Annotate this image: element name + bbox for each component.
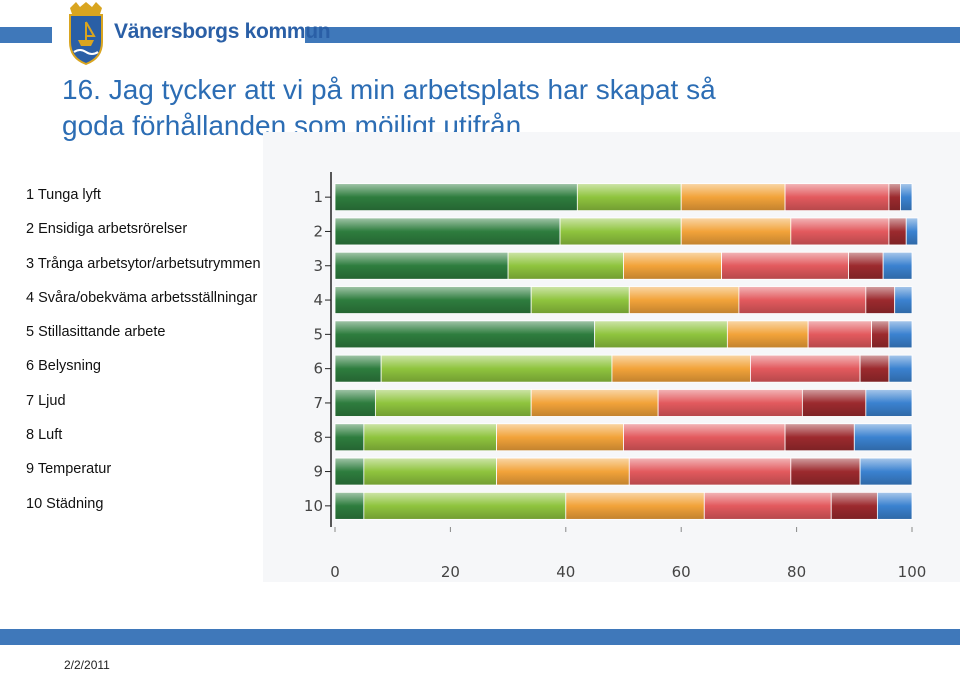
bar-segment-8-6 [853, 423, 913, 452]
bar-segment-9-5 [790, 457, 861, 486]
bar-segment-10-2 [363, 491, 567, 520]
bar-segment-1-3 [680, 183, 786, 212]
bar-segment-10-3 [565, 491, 705, 520]
bar-segment-3-2 [507, 251, 624, 280]
x-tick-label: 20 [441, 563, 460, 581]
legend-item: 10 Städning [26, 495, 104, 512]
y-tick-label: 3 [313, 257, 323, 275]
bar-segment-5-5 [871, 320, 890, 349]
bar-segment-2-4 [790, 217, 890, 246]
legend-item: 1 Tunga lyft [26, 187, 101, 203]
legend-item: 9 Temperatur [26, 461, 112, 478]
bar-segment-2-5 [888, 217, 907, 246]
x-tick-label: 80 [787, 563, 806, 581]
y-tick-label: 5 [313, 325, 323, 343]
x-tick-label: 60 [672, 563, 691, 581]
y-tick-label: 4 [313, 291, 323, 309]
legend-item: 3 Trånga arbetsytor/arbetsutrymmen [26, 255, 261, 272]
bar-segment-5-1 [334, 320, 596, 349]
bar-segment-8-3 [496, 423, 624, 452]
legend-item: 6 Belysning [26, 358, 101, 375]
y-tick-label: 7 [313, 394, 323, 412]
bar-segment-3-6 [882, 251, 913, 280]
legend-item: 8 Luft [26, 427, 63, 444]
bar-segment-6-5 [859, 354, 890, 383]
bar-segment-3-1 [334, 251, 509, 280]
legend-item: 5 Stillasittande arbete [26, 324, 166, 341]
bar-segment-2-3 [680, 217, 792, 246]
organization-name: Vänersborgs kommun [114, 20, 331, 43]
bar-segment-10-4 [703, 491, 832, 520]
bar-segment-3-3 [623, 251, 722, 280]
bar-segment-5-4 [807, 320, 873, 349]
bar-segment-4-1 [334, 286, 532, 314]
bar-segment-7-4 [657, 389, 803, 417]
header-strip-right [305, 27, 960, 43]
bar-segment-2-2 [559, 217, 682, 246]
bar-segment-4-2 [530, 286, 630, 314]
y-tick-label: 2 [313, 222, 323, 240]
bar-segment-1-2 [576, 183, 682, 212]
footer-strip [0, 629, 960, 645]
y-tick-label: 8 [313, 428, 323, 446]
bar-segment-4-3 [628, 286, 740, 314]
bar-segment-9-2 [363, 457, 497, 486]
category-legend-list: 1 Tunga lyft 2 Ensidiga arbetsrörelser 3… [26, 185, 261, 528]
bar-segment-6-1 [334, 354, 382, 383]
bar-segment-1-5 [888, 183, 901, 212]
bar-segment-5-6 [888, 320, 913, 349]
bar-segment-10-1 [334, 491, 365, 520]
bar-segment-8-2 [363, 423, 497, 452]
y-tick-label: 6 [313, 360, 323, 378]
bar-segment-7-6 [865, 389, 913, 417]
header-strip-left [0, 27, 52, 43]
bar-segment-7-1 [334, 389, 376, 417]
bar-segment-8-5 [784, 423, 855, 452]
y-tick-label: 1 [313, 188, 323, 206]
y-tick-label: 9 [313, 463, 323, 481]
bar-segment-1-1 [334, 183, 578, 212]
bar-segment-7-5 [801, 389, 867, 417]
x-tick-label: 0 [330, 563, 340, 581]
bar-segment-5-2 [594, 320, 728, 349]
y-tick-label: 10 [304, 497, 323, 515]
bar-segment-3-5 [848, 251, 884, 280]
bar-segment-4-6 [894, 286, 913, 314]
bar-segment-8-4 [623, 423, 786, 452]
municipal-coat-of-arms-icon [69, 2, 103, 66]
bar-segment-9-6 [859, 457, 913, 486]
bar-segment-9-3 [496, 457, 630, 486]
bar-segment-9-4 [628, 457, 792, 486]
slide-title: 16. Jag tycker att vi på min arbetsplats… [62, 72, 922, 144]
x-tick-label: 40 [556, 563, 575, 581]
bar-segment-9-1 [334, 457, 365, 486]
bar-segment-1-6 [900, 183, 913, 212]
bar-segment-4-4 [738, 286, 867, 314]
bar-segment-2-6 [905, 217, 919, 246]
bar-segment-5-3 [726, 320, 809, 349]
bar-segment-6-6 [888, 354, 913, 383]
legend-item: 7 Ljud [26, 392, 66, 409]
x-tick-label: 100 [898, 563, 927, 581]
bar-segment-2-1 [334, 217, 561, 246]
bar-segment-4-5 [865, 286, 896, 314]
slide-title-line-1: 16. Jag tycker att vi på min arbetsplats… [62, 74, 716, 105]
bar-segment-8-1 [334, 423, 365, 452]
bar-segment-6-2 [380, 354, 613, 383]
legend-item: 2 Ensidiga arbetsrörelser [26, 221, 188, 238]
footer-date: 2/2/2011 [64, 658, 110, 672]
bar-segment-6-4 [750, 354, 861, 383]
bar-segment-3-4 [721, 251, 849, 280]
bar-segment-6-3 [611, 354, 751, 383]
bar-segment-7-2 [374, 389, 532, 417]
bar-segment-7-3 [530, 389, 659, 417]
bar-segment-1-4 [784, 183, 890, 212]
bar-segment-10-5 [830, 491, 878, 520]
legend-item: 4 Svåra/obekväma arbetsställningar [26, 289, 258, 306]
bar-segment-10-6 [876, 491, 913, 520]
